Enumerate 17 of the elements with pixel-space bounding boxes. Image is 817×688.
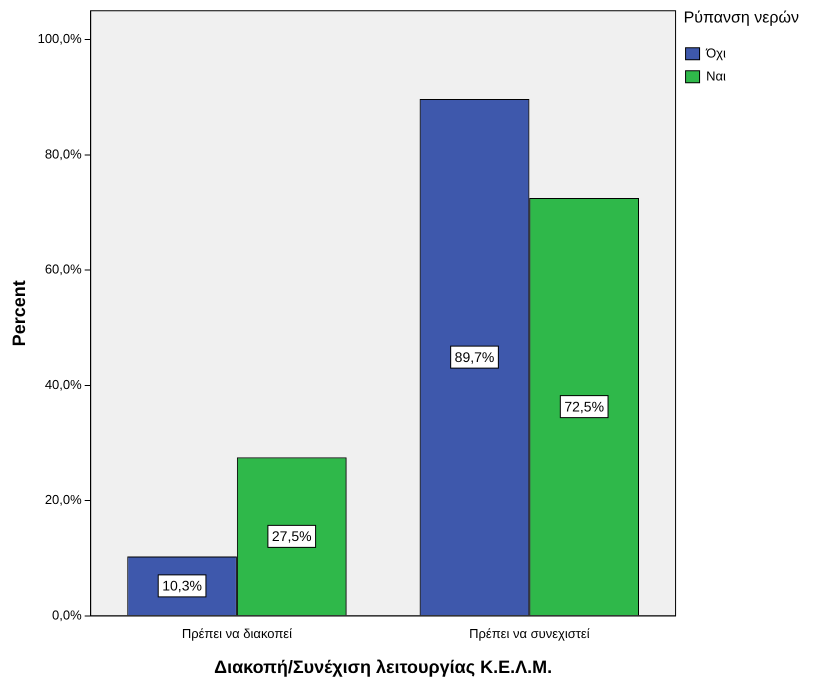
y-tick-label: 40,0% — [44, 376, 82, 392]
data-label: 89,7% — [454, 348, 494, 365]
y-tick-label: 20,0% — [44, 492, 82, 508]
legend-label: Ναι — [706, 68, 726, 84]
data-label: 27,5% — [272, 528, 312, 544]
y-tick-label: 0,0% — [52, 607, 82, 622]
x-tick-label: Πρέπει να διακοπεί — [182, 626, 292, 642]
y-tick-label: 60,0% — [44, 262, 82, 277]
data-label: 72,5% — [564, 398, 604, 415]
x-tick-label: Πρέπει να συνεχιστεί — [469, 626, 590, 642]
legend-label: Όχι — [705, 45, 726, 60]
y-tick-label: 100,0% — [38, 31, 82, 46]
data-label: 10,3% — [162, 578, 202, 594]
y-tick-label: 80,0% — [44, 146, 82, 162]
y-axis-title: Percent — [8, 280, 29, 346]
x-axis-title: Διακοπή/Συνέχιση λειτουργίας Κ.Ε.Λ.Μ. — [214, 657, 552, 678]
legend-title: Ρύπανση νερών — [684, 9, 800, 26]
